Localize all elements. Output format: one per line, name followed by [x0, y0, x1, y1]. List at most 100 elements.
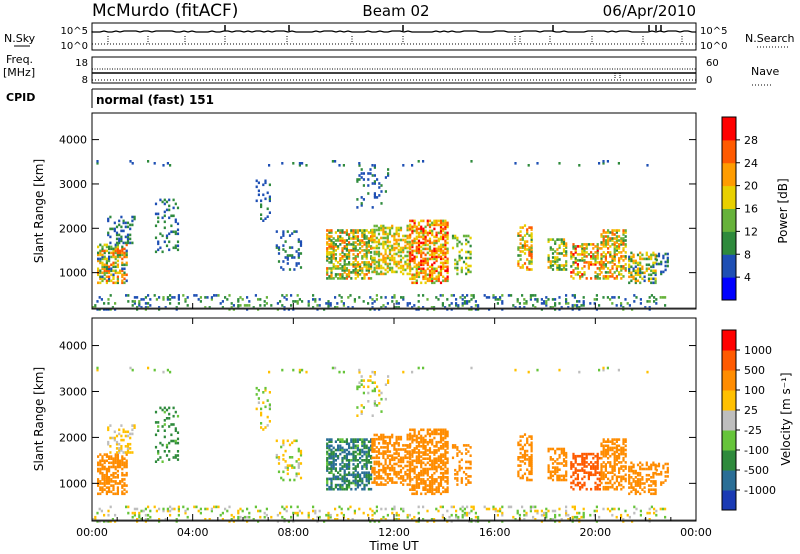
velocity-point: [342, 513, 345, 517]
velocity-point: [397, 448, 400, 451]
power-point: [354, 263, 357, 266]
power-point: [620, 239, 623, 242]
power-point: [387, 174, 390, 177]
power-point: [210, 298, 213, 301]
power-point: [286, 230, 289, 233]
velocity-point: [628, 492, 631, 496]
velocity-point: [439, 428, 443, 432]
power-point: [334, 239, 337, 242]
velocity-point: [361, 477, 364, 481]
velocity-point: [339, 467, 342, 470]
power-point: [157, 212, 160, 216]
velocity-point: [457, 518, 460, 521]
velocity-point: [283, 518, 286, 521]
power-point: [358, 164, 361, 167]
power-point: [334, 306, 337, 309]
power-point: [367, 269, 370, 272]
power-point: [648, 296, 651, 299]
velocity-point: [424, 488, 427, 491]
power-point: [404, 260, 407, 264]
velocity-point: [365, 477, 368, 481]
velocity-point: [643, 467, 646, 471]
velocity-point: [162, 370, 165, 374]
power-point: [356, 231, 359, 234]
velocity-point: [583, 456, 586, 460]
velocity-point: [639, 478, 642, 481]
power-point: [365, 257, 368, 260]
velocity-point: [154, 421, 158, 424]
power-point: [562, 240, 566, 243]
power-point: [516, 300, 519, 303]
velocity-point: [428, 449, 432, 452]
power-point: [334, 245, 337, 248]
velocity-point: [543, 511, 546, 515]
velocity-point: [510, 505, 513, 509]
velocity-point: [119, 482, 122, 485]
velocity-point: [370, 454, 373, 458]
power-point: [422, 160, 425, 163]
power-point: [177, 298, 180, 301]
power-point: [354, 265, 357, 268]
velocity-point: [437, 459, 440, 463]
power-point: [112, 277, 115, 281]
velocity-point: [100, 509, 103, 513]
power-point: [362, 172, 365, 175]
power-point: [523, 234, 527, 237]
power-point: [371, 236, 374, 240]
power-point: [576, 271, 579, 274]
power-point: [413, 304, 416, 307]
velocity-point: [105, 453, 108, 456]
velocity-point: [348, 442, 351, 446]
velocity-point: [120, 447, 123, 450]
velocity-point: [583, 469, 586, 472]
velocity-point: [354, 483, 357, 487]
power-point: [519, 234, 522, 237]
power-point: [594, 261, 597, 264]
power-point: [332, 237, 335, 240]
power-point: [131, 300, 134, 303]
velocity-point: [413, 449, 416, 452]
power-point: [579, 275, 582, 278]
power-point: [609, 231, 612, 234]
power-point: [114, 281, 117, 285]
power-point: [437, 298, 440, 301]
velocity-point: [361, 479, 364, 483]
power-point: [446, 235, 449, 239]
colorbar-swatch: [722, 277, 736, 301]
power-point: [377, 250, 381, 254]
power-point: [154, 224, 158, 228]
power-point: [611, 237, 614, 240]
cpid-label: CPID: [6, 91, 35, 104]
power-point: [606, 296, 609, 299]
velocity-point: [422, 469, 425, 473]
power-point: [116, 275, 119, 279]
velocity-point: [341, 456, 344, 460]
power-point: [391, 234, 394, 238]
velocity-point: [105, 471, 108, 475]
power-point: [399, 228, 403, 232]
power-point: [607, 271, 610, 274]
power-point: [613, 253, 616, 256]
power-point: [607, 251, 610, 254]
power-point: [630, 273, 633, 277]
power-point: [254, 294, 257, 297]
velocity-point: [371, 509, 374, 513]
power-point: [336, 302, 339, 305]
power-point: [299, 242, 303, 245]
velocity-point: [124, 451, 127, 454]
velocity-point: [545, 511, 548, 515]
power-point: [125, 263, 128, 267]
velocity-point: [338, 370, 341, 374]
power-point: [587, 267, 590, 270]
velocity-point: [458, 464, 461, 468]
velocity-point: [365, 452, 368, 456]
velocity-point: [446, 469, 449, 473]
velocity-point: [636, 478, 640, 481]
velocity-point: [565, 451, 568, 455]
velocity-point: [422, 478, 425, 481]
velocity-point: [397, 454, 400, 457]
velocity-point: [161, 443, 164, 447]
power-point: [326, 273, 329, 276]
velocity-point: [604, 454, 607, 458]
power-point: [121, 279, 124, 283]
